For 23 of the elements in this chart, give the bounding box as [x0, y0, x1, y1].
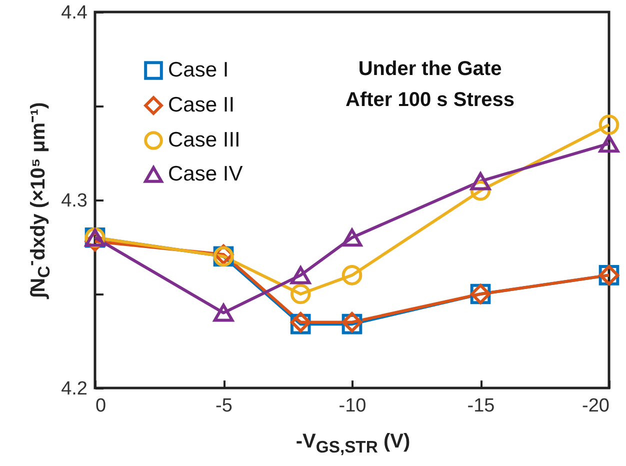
- point: [598, 114, 620, 135]
- legend-label: Case IV: [168, 162, 243, 186]
- point: [470, 172, 491, 190]
- point: [290, 284, 311, 304]
- x-tick-label: -10: [338, 396, 366, 416]
- x-tick-label: -5: [216, 396, 232, 416]
- y-tick-label: 4.4: [61, 2, 88, 24]
- point: [213, 304, 234, 322]
- point: [342, 228, 362, 247]
- point: [598, 134, 620, 153]
- x-axis-title: -V$_{GS,STR}$ (V): [296, 430, 410, 458]
- legend-label: Case II: [168, 94, 235, 116]
- legend-label: Case I: [168, 58, 229, 82]
- x-tick-label: -20: [582, 396, 610, 416]
- x-tick-label: 0: [96, 396, 106, 416]
- annotation: Under the Gate: [358, 58, 502, 80]
- point: [290, 266, 311, 284]
- point: [342, 265, 362, 286]
- x-tick-label: -15: [467, 396, 495, 416]
- y-tick-label: 4.2: [61, 378, 88, 400]
- y-tick-label: 4.3: [61, 190, 88, 212]
- annotation: After 100 s Stress: [346, 89, 514, 111]
- legend-label: Case III: [168, 128, 240, 152]
